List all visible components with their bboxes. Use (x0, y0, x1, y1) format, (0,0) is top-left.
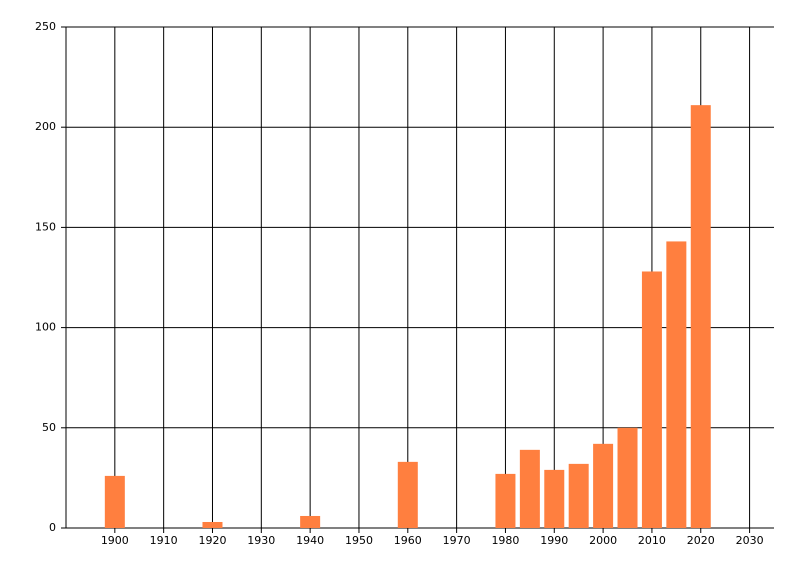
x-tick-label: 1910 (150, 534, 178, 547)
x-tick-label: 2010 (638, 534, 666, 547)
y-tick-label: 100 (35, 321, 56, 334)
x-tick-label: 2030 (736, 534, 764, 547)
x-tick-label: 1960 (394, 534, 422, 547)
x-tick-label: 1980 (491, 534, 519, 547)
bar (104, 475, 125, 528)
x-tick-label: 2000 (589, 534, 617, 547)
bar (202, 521, 223, 528)
bar (593, 443, 614, 528)
y-tick-label: 250 (35, 20, 56, 33)
x-tick-label: 1930 (247, 534, 275, 547)
bar (519, 449, 540, 528)
y-tick-label: 200 (35, 120, 56, 133)
y-tick-label: 0 (49, 521, 56, 534)
bar (495, 473, 516, 528)
bar (641, 271, 662, 528)
bar (544, 469, 565, 528)
x-tick-label: 1920 (198, 534, 226, 547)
x-tick-label: 1970 (443, 534, 471, 547)
x-tick-label: 1900 (101, 534, 129, 547)
x-tick-label: 1940 (296, 534, 324, 547)
x-tick-label: 1990 (540, 534, 568, 547)
bar (617, 427, 638, 528)
bar (397, 461, 418, 528)
bar (666, 241, 687, 529)
bar (300, 515, 321, 528)
x-tick-label: 2020 (687, 534, 715, 547)
y-tick-label: 150 (35, 220, 56, 233)
x-tick-label: 1950 (345, 534, 373, 547)
bar (690, 105, 711, 528)
y-tick-label: 50 (42, 421, 56, 434)
bar (568, 463, 589, 528)
